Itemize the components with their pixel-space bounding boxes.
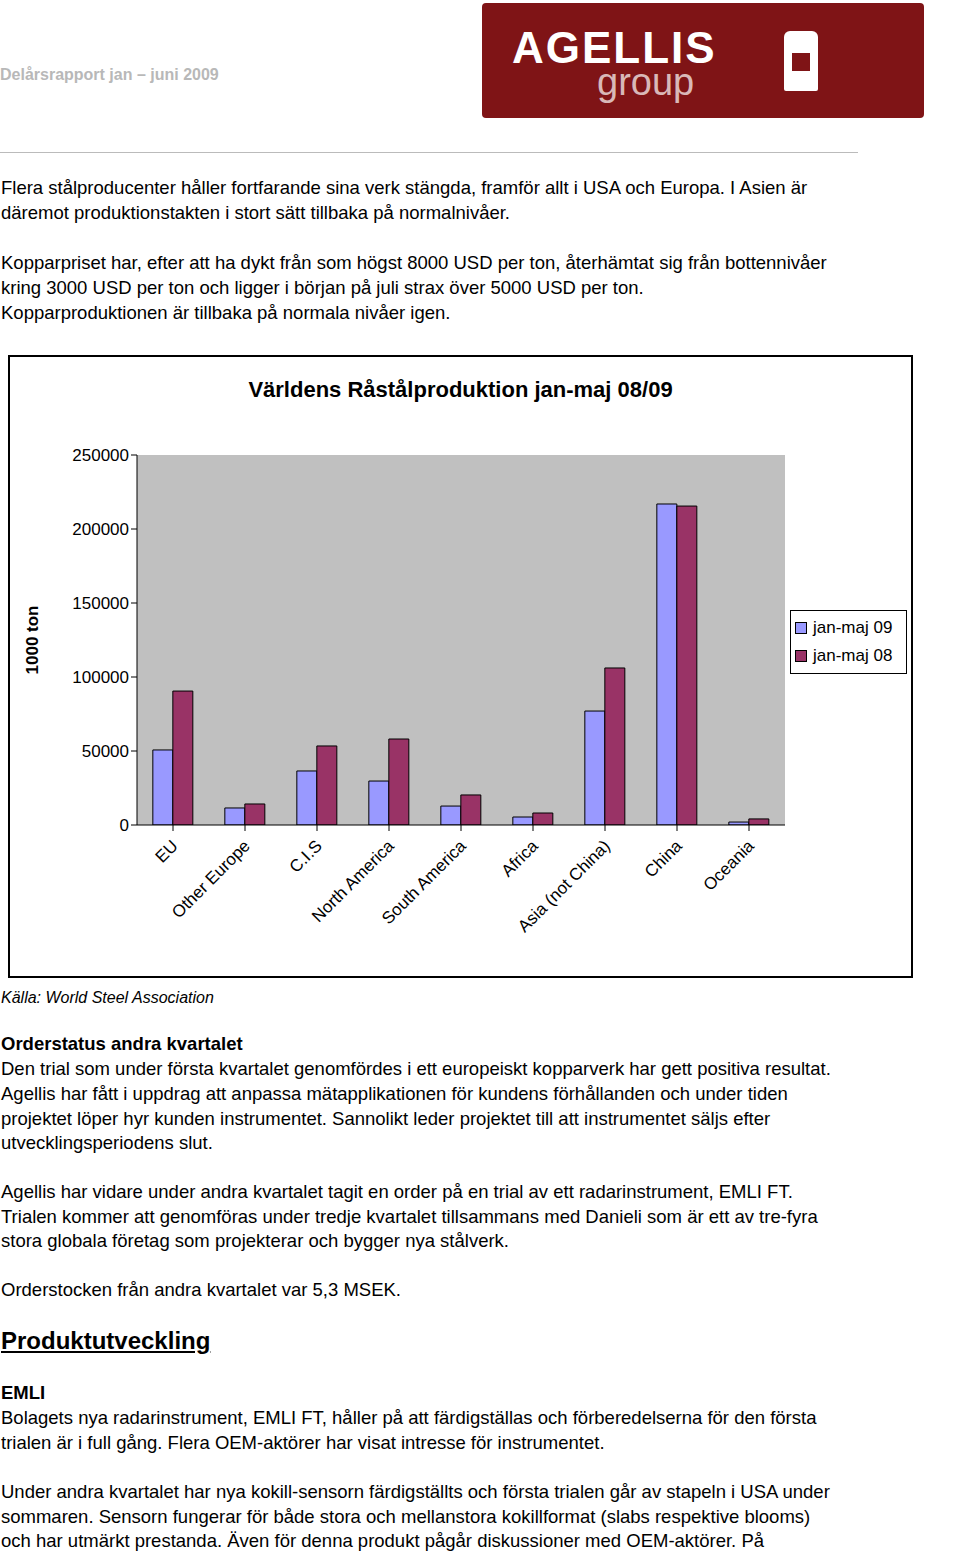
svg-text:Oceania: Oceania [700, 836, 759, 895]
html-text:Orderstocken från andra kvarta: Orderstocken från andra kvartalet var 5,… [1, 1278, 401, 1300]
html-text:Den trial som under första kva: Den trial som under första kvartalet gen… [1, 1057, 831, 1079]
html-text:Agellis har fått i uppdrag att: Agellis har fått i uppdrag att anpassa m… [1, 1082, 788, 1104]
html-text:Agellis har vidare under andra: Agellis har vidare under andra kvartalet… [1, 1180, 793, 1202]
svg-text:C.I.S: C.I.S [286, 836, 326, 876]
html-text:EMLI: EMLI [1, 1381, 46, 1403]
html-text:Kopparproduktionen är tillbaka: Kopparproduktionen är tillbaka på normal… [1, 301, 451, 323]
svg-text:100000: 100000 [72, 668, 129, 687]
svg-text:50000: 50000 [82, 742, 129, 761]
html-text:projektet löper hyr kunden ins: projektet löper hyr kunden instrumentet.… [1, 1107, 771, 1129]
html-text:Produktutveckling: Produktutveckling [1, 1327, 211, 1354]
html-text:utvecklingsperiodens slut.: utvecklingsperiodens slut. [1, 1131, 213, 1153]
html-text:Bolagets nya radarinstrument,: Bolagets nya radarinstrument, EMLI FT, h… [1, 1406, 817, 1428]
html-text:group: group [597, 61, 695, 103]
html-text:Trialen kommer att genomföras: Trialen kommer att genomföras under tred… [1, 1205, 818, 1227]
svg-text:South America: South America [378, 836, 470, 928]
html-text:och har utmärkt prestanda. Äve: och har utmärkt prestanda. Även för denn… [1, 1529, 764, 1551]
svg-text:Africa: Africa [498, 836, 543, 881]
svg-text:Other Europe: Other Europe [168, 836, 254, 922]
svg-text:China: China [641, 836, 686, 881]
html-text:kring 3000 USD per ton och lig: kring 3000 USD per ton och ligger i börj… [1, 276, 644, 298]
svg-text:EU: EU [152, 836, 182, 866]
svg-text:Asia (not China): Asia (not China) [514, 836, 614, 936]
html-text:trialen är i full gång. Flera: trialen är i full gång. Flera OEM-aktöre… [1, 1431, 605, 1453]
html-text:Världens Råstålproduktion jan-: Världens Råstålproduktion jan-maj 08/09 [248, 377, 673, 402]
html-text:Flera stålproducenter håller f: Flera stålproducenter håller fortfarande… [1, 176, 808, 198]
html-text:jan-maj 08: jan-maj 08 [813, 646, 893, 665]
html-text:Källa: World Steel Association: Källa: World Steel Association [1, 988, 214, 1006]
html-text:AGELLIS: AGELLIS [512, 23, 717, 72]
svg-text:1000 ton: 1000 ton [23, 606, 42, 675]
html-text:Delårsrapport jan – juni 2009: Delårsrapport jan – juni 2009 [0, 66, 219, 83]
svg-text:North America: North America [308, 836, 398, 926]
html-text:jan-maj 09: jan-maj 09 [813, 618, 893, 637]
html-text:Kopparpriset har, efter att ha: Kopparpriset har, efter att ha dykt från… [1, 251, 827, 273]
html-text:stora globala företag som proj: stora globala företag som projekterar oc… [1, 1229, 509, 1251]
html-text:Under andra kvartalet har nya: Under andra kvartalet har nya kokill-sen… [1, 1480, 830, 1502]
svg-text:150000: 150000 [72, 594, 129, 613]
svg-text:0: 0 [120, 816, 129, 835]
html-text:sommaren. Sensorn fungerar för: sommaren. Sensorn fungerar för både stor… [1, 1505, 811, 1527]
svg-text:200000: 200000 [72, 520, 129, 539]
html-text:däremot produktionstakten i st: däremot produktionstakten i stort sätt t… [1, 201, 510, 223]
svg-text:250000: 250000 [72, 446, 129, 465]
html-text:Orderstatus andra kvartalet: Orderstatus andra kvartalet [1, 1032, 243, 1054]
